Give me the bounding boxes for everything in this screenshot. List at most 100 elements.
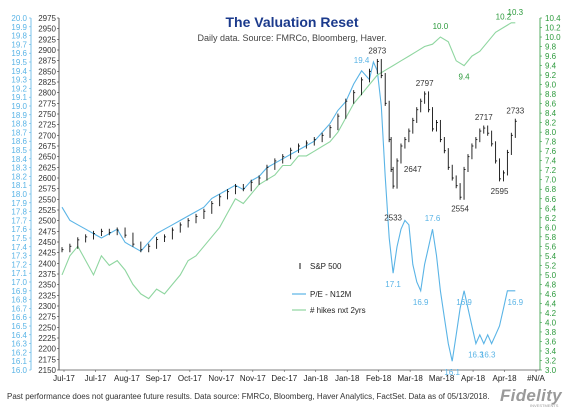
hikes-tick-label: 8.4 xyxy=(545,109,557,118)
pe-tick-label: 17.0 xyxy=(11,278,27,287)
legend-spx-label: S&P 500 xyxy=(310,262,342,271)
annotation-label: 2797 xyxy=(416,79,434,88)
x-tick-label: Oct-17 xyxy=(178,374,203,383)
annotation-label: 16.9 xyxy=(413,298,429,307)
pe-tick-label: 16.9 xyxy=(11,287,27,296)
spx-tick-label: 2800 xyxy=(38,89,56,98)
pe-tick-label: 17.3 xyxy=(11,252,27,261)
hikes-tick-label: 7.8 xyxy=(545,138,557,147)
spx-tick-label: 2325 xyxy=(38,291,56,300)
hikes-tick-label: 6.0 xyxy=(545,223,557,232)
annotation-label: 2595 xyxy=(491,187,509,196)
pe-tick-label: 16.7 xyxy=(11,304,27,313)
pe-tick-label: 18.6 xyxy=(11,137,27,146)
spx-tick-label: 2575 xyxy=(38,185,56,194)
hikes-tick-label: 4.0 xyxy=(545,318,557,327)
pe-tick-label: 19.7 xyxy=(11,40,27,49)
pe-tick-label: 17.1 xyxy=(11,269,27,278)
annotation-label: 9.4 xyxy=(458,73,470,82)
hikes-tick-label: 6.4 xyxy=(545,204,557,213)
x-tick-label: Jul-17 xyxy=(53,374,75,383)
hikes-tick-label: 10.4 xyxy=(545,14,561,23)
spx-tick-label: 2975 xyxy=(38,14,56,23)
spx-tick-label: 2500 xyxy=(38,217,56,226)
annotation-label: 2533 xyxy=(384,214,402,223)
annotation-label: 10.0 xyxy=(433,22,449,31)
spx-tick-label: 2725 xyxy=(38,121,56,130)
spx-tick-label: 2375 xyxy=(38,270,56,279)
pe-series-line xyxy=(61,60,516,362)
pe-tick-label: 17.2 xyxy=(11,260,27,269)
hikes-tick-label: 10.0 xyxy=(545,33,561,42)
x-tick-label: Apr-18 xyxy=(493,374,518,383)
pe-tick-label: 19.2 xyxy=(11,84,27,93)
x-tick-label: Mar-18 xyxy=(397,374,423,383)
x-tick-label: Sep-17 xyxy=(146,374,172,383)
hikes-tick-label: 5.8 xyxy=(545,233,557,242)
spx-tick-label: 2250 xyxy=(38,323,56,332)
annotation-label: 16.3 xyxy=(468,351,484,360)
pe-tick-label: 16.5 xyxy=(11,322,27,331)
annotation-label: 17.1 xyxy=(385,280,401,289)
pe-tick-label: 17.4 xyxy=(11,243,27,252)
pe-tick-label: 18.5 xyxy=(11,146,27,155)
legend-pe-label: P/E - N12M xyxy=(310,290,352,299)
hikes-tick-label: 3.8 xyxy=(545,328,557,337)
chart-title: The Valuation Reset xyxy=(225,14,359,30)
annotation-label: 2647 xyxy=(404,165,422,174)
annotation-label: 2717 xyxy=(475,113,493,122)
x-tick-label: Nov-17 xyxy=(208,374,234,383)
pe-tick-label: 17.9 xyxy=(11,199,27,208)
pe-tick-label: 18.2 xyxy=(11,172,27,181)
x-tick-label: #N/A xyxy=(527,374,545,383)
annotation-label: 19.4 xyxy=(354,56,370,65)
pe-tick-label: 18.9 xyxy=(11,111,27,120)
spx-tick-label: 2850 xyxy=(38,67,56,76)
spx-tick-label: 2600 xyxy=(38,174,56,183)
hikes-tick-label: 9.0 xyxy=(545,81,557,90)
pe-tick-label: 20.0 xyxy=(11,14,27,23)
spx-tick-label: 2625 xyxy=(38,163,56,172)
pe-tick-label: 16.4 xyxy=(11,331,27,340)
hikes-tick-label: 8.2 xyxy=(545,119,557,128)
hikes-tick-label: 7.2 xyxy=(545,166,557,175)
spx-tick-label: 2700 xyxy=(38,131,56,140)
pe-tick-label: 17.6 xyxy=(11,225,27,234)
pe-tick-label: 18.3 xyxy=(11,164,27,173)
x-tick-label: Apr-18 xyxy=(461,374,486,383)
spx-tick-label: 2525 xyxy=(38,206,56,215)
pe-tick-label: 16.3 xyxy=(11,340,27,349)
hikes-tick-label: 5.2 xyxy=(545,261,557,270)
x-tick-label: Jul-17 xyxy=(85,374,107,383)
annotation-label: 16.1 xyxy=(444,368,460,377)
hikes-tick-label: 3.6 xyxy=(545,337,557,346)
pe-tick-label: 19.0 xyxy=(11,102,27,111)
x-tick-label: Jan-18 xyxy=(335,374,360,383)
hikes-tick-label: 10.2 xyxy=(545,24,561,33)
spx-tick-label: 2950 xyxy=(38,25,56,34)
spx-tick-label: 2750 xyxy=(38,110,56,119)
pe-tick-label: 17.8 xyxy=(11,208,27,217)
hikes-tick-label: 7.4 xyxy=(545,157,557,166)
spx-tick-label: 2225 xyxy=(38,334,56,343)
spx-tick-label: 2875 xyxy=(38,57,56,66)
hikes-tick-label: 4.4 xyxy=(545,299,557,308)
hikes-tick-label: 8.0 xyxy=(545,128,557,137)
pe-tick-label: 19.6 xyxy=(11,49,27,58)
annotation-label: 16.3 xyxy=(480,351,496,360)
spx-tick-label: 2400 xyxy=(38,259,56,268)
annotation-label: 16.9 xyxy=(508,298,524,307)
spx-tick-label: 2350 xyxy=(38,281,56,290)
fidelity-logo-sub: INVESTMENTS xyxy=(530,403,559,408)
hikes-tick-label: 9.4 xyxy=(545,62,557,71)
x-tick-label: Feb-18 xyxy=(366,374,392,383)
spx-tick-label: 2650 xyxy=(38,153,56,162)
annotation-label: 17.6 xyxy=(425,214,441,223)
pe-tick-label: 18.8 xyxy=(11,120,27,129)
pe-tick-label: 18.7 xyxy=(11,128,27,137)
pe-tick-label: 16.8 xyxy=(11,296,27,305)
spx-tick-label: 2550 xyxy=(38,195,56,204)
spx-tick-label: 2825 xyxy=(38,78,56,87)
hikes-tick-label: 6.6 xyxy=(545,195,557,204)
